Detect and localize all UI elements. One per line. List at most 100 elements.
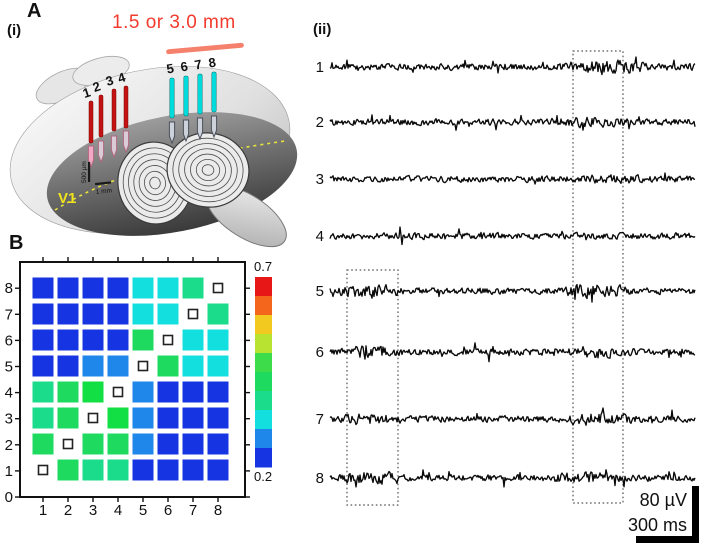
voltage-scale-label: 80 µV <box>640 490 687 510</box>
heatmap-cell <box>182 355 204 377</box>
colorbar-segment <box>255 353 272 373</box>
trace-label-4: 4 <box>316 228 324 245</box>
heatmap-cell <box>107 459 129 481</box>
heatmap-cell <box>82 459 104 481</box>
cerebellum-right-lobe-folia-line <box>201 164 215 176</box>
x-tick-label: 7 <box>189 502 197 519</box>
heatmap-cell <box>57 459 79 481</box>
heatmap-cell <box>57 303 79 325</box>
cerebellum-right-lobe-folia-line <box>178 143 238 197</box>
heatmap-cell <box>82 277 104 299</box>
heatmap-diagonal-marker <box>187 308 199 320</box>
heatmap-cell <box>182 381 204 403</box>
electrode-cyan-6 <box>183 75 189 117</box>
electrode-spacing-annotation: 1.5 or 3.0 mm <box>112 12 236 33</box>
electrode-red-1 <box>88 100 94 144</box>
heatmap-cell <box>82 381 104 403</box>
trace-label-6: 6 <box>316 344 324 361</box>
electrode-number-8: 8 <box>207 55 217 71</box>
y-tick-label: 3 <box>5 411 13 428</box>
colorbar-segment <box>255 277 272 297</box>
x-tick-label: 1 <box>39 502 47 519</box>
electrode-number-3: 3 <box>104 72 116 89</box>
cerebellum <box>117 132 250 225</box>
panel-aii-label: (ii) <box>313 21 332 38</box>
electrode-tip-below-surface-8 <box>210 115 218 139</box>
voltage-trace-3 <box>329 172 696 185</box>
cerebellum-right-lobe-folia-line <box>172 137 244 203</box>
electrode-tip-below-surface-2 <box>97 140 105 164</box>
trace-label-1: 1 <box>316 59 324 76</box>
colorbar-segment <box>255 372 272 392</box>
electrode-number-1: 1 <box>81 84 93 101</box>
epoch-box-late-traces1-8 <box>572 50 624 504</box>
panel-a-label: A <box>27 0 42 22</box>
heatmap-cell <box>207 381 229 403</box>
y-tick-label: 7 <box>5 306 13 323</box>
trace-label-7: 7 <box>316 411 324 428</box>
heatmap-diagonal-marker <box>87 412 99 424</box>
colorbar-segment <box>255 410 272 430</box>
cerebellum-right-lobe-folia-line <box>190 153 226 187</box>
heatmap-diagonal-marker <box>37 464 49 476</box>
heatmap-cell <box>57 329 79 351</box>
electrode-number-2: 2 <box>91 78 103 95</box>
electrode-cyan-7 <box>197 73 203 115</box>
heatmap-cell <box>32 407 54 429</box>
x-tick-label: 4 <box>114 502 122 519</box>
heatmap-diagonal-marker <box>162 334 174 346</box>
colorbar-segment <box>255 391 272 411</box>
electrode-tip-below-surface-4 <box>122 130 130 154</box>
trace-label-5: 5 <box>316 283 324 300</box>
y-tick-label: 4 <box>5 385 13 402</box>
colorbar-segment <box>255 296 272 316</box>
x-tick-label: 3 <box>89 502 97 519</box>
x-tick-label: 5 <box>139 502 147 519</box>
heatmap-cell <box>132 381 154 403</box>
heatmap-cell <box>107 277 129 299</box>
x-tick-label: 6 <box>164 502 172 519</box>
heatmap-cell <box>132 407 154 429</box>
heatmap-diagonal-marker <box>112 386 124 398</box>
heatmap-diagonal-marker <box>212 282 224 294</box>
heatmap-cell <box>157 433 179 455</box>
voltage-trace-7 <box>329 407 696 426</box>
heatmap-cell <box>157 355 179 377</box>
v1-label: V1 <box>58 190 76 207</box>
voltage-trace-4 <box>329 226 696 246</box>
heatmap-cell <box>82 433 104 455</box>
electrode-number-7: 7 <box>193 57 203 73</box>
heatmap-cell <box>157 303 179 325</box>
colorbar-min-label: 0.2 <box>254 469 272 484</box>
heatmap-cell <box>182 433 204 455</box>
electrode-tip-below-surface-7 <box>196 117 204 141</box>
heatmap-cell <box>182 459 204 481</box>
trace-label-8: 8 <box>316 470 324 487</box>
depth-scale-label: 500 µm <box>81 161 88 183</box>
brain-illustration: 12 3 45 6 7 8 V1 500 µm 1 mm <box>9 55 298 248</box>
heatmap-cell <box>57 381 79 403</box>
heatmap-cell <box>32 433 54 455</box>
heatmap-cell <box>157 407 179 429</box>
heatmap-cell <box>32 329 54 351</box>
time-scale-label: 300 ms <box>628 515 687 535</box>
colorbar-max-label: 0.7 <box>254 259 272 274</box>
heatmap-cell <box>107 407 129 429</box>
voltage-trace-6 <box>329 342 696 363</box>
panel-b-label: B <box>9 232 24 254</box>
heatmap-cell <box>207 459 229 481</box>
heatmap-cell <box>82 355 104 377</box>
heatmap-cell <box>207 355 229 377</box>
heatmap-cell <box>32 277 54 299</box>
cerebellum-right-lobe-folia-line <box>195 159 221 181</box>
x-tick-label: 8 <box>214 502 222 519</box>
cerebellum-left-lobe-folia-line <box>144 170 166 196</box>
y-tick-label: 2 <box>5 437 13 454</box>
electrode-cyan-8 <box>211 71 217 113</box>
electrode-number-5: 5 <box>165 61 175 77</box>
y-tick-label: 8 <box>5 280 13 297</box>
y-tick-label: 6 <box>5 332 13 349</box>
electrode-tip-below-surface-3 <box>110 135 118 159</box>
voltage-trace-1 <box>329 56 696 76</box>
